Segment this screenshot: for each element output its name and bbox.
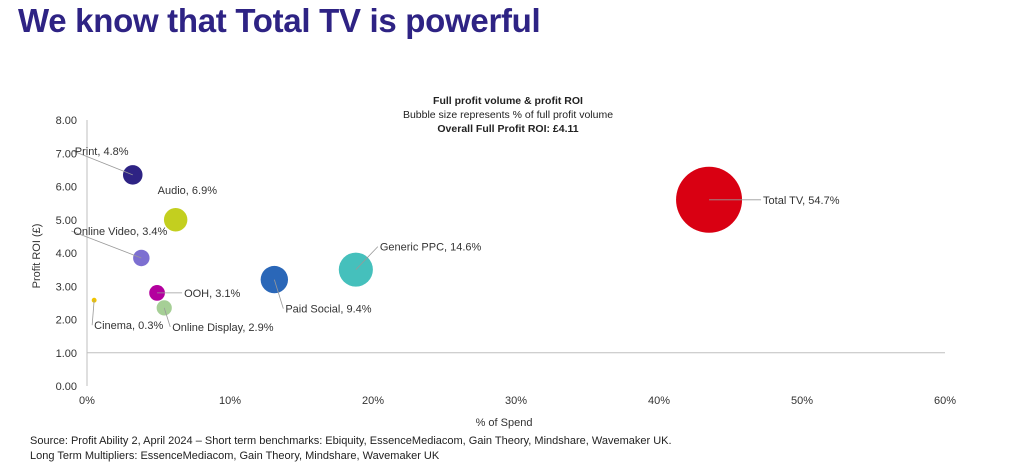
y-tick-label: 6.00 (56, 182, 77, 194)
data-label: Total TV, 54.7% (763, 195, 840, 207)
x-tick-label: 60% (934, 395, 956, 407)
y-tick-label: 3.00 (56, 281, 77, 293)
source-line-2: Long Term Multipliers: EssenceMediacom, … (30, 450, 440, 462)
leader-line (355, 246, 379, 270)
y-tick-label: 5.00 (56, 215, 77, 227)
chart-title: Full profit volume & profit ROI (433, 95, 583, 107)
leader-line (72, 150, 133, 176)
chart-annotation: Overall Full Profit ROI: £4.11 (437, 123, 579, 135)
data-label: Online Video, 3.4% (73, 226, 167, 238)
source-line-1: Source: Profit Ability 2, April 2024 – S… (30, 435, 672, 447)
x-tick-label: 30% (505, 395, 527, 407)
data-label: Print, 4.8% (75, 146, 129, 158)
y-tick-label: 0.00 (56, 381, 77, 393)
leader-line (273, 279, 284, 309)
source-note: Source: Profit Ability 2, April 2024 – S… (30, 434, 672, 464)
leader-line (71, 230, 142, 259)
data-label: Online Display, 2.9% (172, 322, 274, 334)
page-title: We know that Total TV is powerful (18, 2, 541, 39)
x-tick-label: 20% (362, 395, 384, 407)
x-tick-label: 10% (219, 395, 241, 407)
y-tick-label: 8.00 (56, 115, 77, 127)
data-label: Cinema, 0.3% (94, 320, 163, 332)
y-tick-label: 1.00 (56, 348, 77, 360)
leader-line (163, 307, 171, 327)
y-axis-label: Profit ROI (£) (31, 224, 43, 289)
y-tick-label: 2.00 (56, 315, 77, 327)
y-tick-label: 7.00 (56, 148, 77, 160)
x-axis-label: % of Spend (476, 417, 533, 429)
data-label: OOH, 3.1% (184, 288, 240, 300)
data-label: Paid Social, 9.4% (285, 304, 371, 316)
x-tick-label: 0% (79, 395, 95, 407)
y-tick-label: 4.00 (56, 248, 77, 260)
bubble-point (163, 208, 188, 232)
data-label: Audio, 6.9% (158, 185, 218, 197)
data-label: Generic PPC, 14.6% (380, 242, 482, 254)
x-tick-label: 50% (791, 395, 813, 407)
leader-line (91, 300, 95, 326)
x-tick-label: 40% (648, 395, 670, 407)
chart-subtitle: Bubble size represents % of full profit … (402, 109, 614, 121)
